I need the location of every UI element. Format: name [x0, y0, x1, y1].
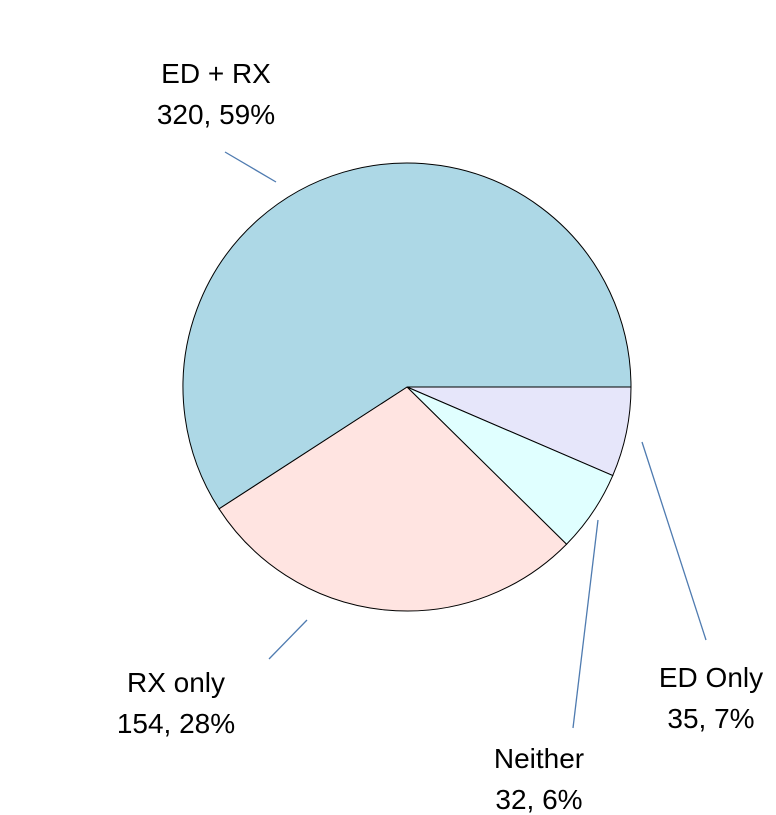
leader-line	[572, 519, 599, 729]
slice-label-value: 320, 59%	[157, 99, 275, 130]
slice-label-value: 35, 7%	[667, 703, 754, 734]
slice-label-name: ED + RX	[161, 58, 271, 89]
pie-slices	[182, 162, 632, 612]
slice-labels: ED Only 35, 7% Neither 32, 6% RX only 154, 28…	[117, 58, 763, 815]
slice-label-value: 154, 28%	[117, 708, 235, 739]
slice-label-value: 32, 6%	[495, 784, 582, 815]
pie-slice-ed-rx	[182, 162, 632, 510]
leader-lines	[224, 151, 707, 729]
slice-label: RX only 154, 28%	[117, 667, 235, 739]
leader-line	[224, 151, 277, 183]
pie-slice-rx-only	[218, 386, 568, 612]
slice-label: ED + RX 320, 59%	[157, 58, 275, 130]
slice-label-name: Neither	[494, 743, 584, 774]
leader-line	[268, 619, 308, 660]
leader-line	[641, 441, 707, 641]
slice-label: ED Only 35, 7%	[659, 662, 763, 734]
slice-label: Neither 32, 6%	[494, 743, 584, 815]
slice-label-name: ED Only	[659, 662, 763, 693]
slice-label-name: RX only	[127, 667, 225, 698]
